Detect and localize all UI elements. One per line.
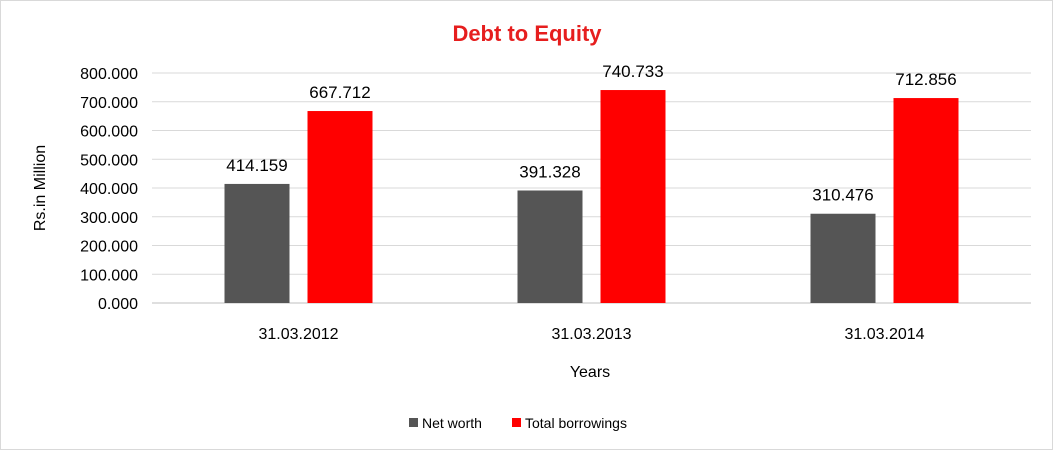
y-tick-label: 0.000 [98, 296, 138, 313]
data-label: 667.712 [309, 83, 370, 102]
x-axis-ticks: 31.03.2012 31.03.2013 31.03.2014 [258, 326, 924, 343]
y-tick-label: 800.000 [80, 66, 138, 83]
bars [224, 90, 959, 304]
legend: Net worth Total borrowings [409, 415, 627, 431]
y-axis-ticks: 0.000 100.000 200.000 300.000 400.000 500.000… [80, 66, 138, 313]
legend-swatch [409, 418, 418, 427]
y-tick-label: 300.000 [80, 210, 138, 227]
y-tick-label: 400.000 [80, 181, 138, 198]
x-tick-label: 31.03.2012 [258, 326, 338, 343]
bar-total-borrowings [893, 98, 959, 304]
bar-net-worth [224, 183, 290, 303]
y-tick-label: 500.000 [80, 152, 138, 169]
legend-swatch [512, 418, 521, 427]
x-axis-title: Years [570, 364, 610, 381]
y-axis-title: Rs.in Million [32, 145, 49, 231]
bar-net-worth [810, 213, 876, 303]
data-labels: 414.159 667.712 391.328 740.733 310.476 712.8… [226, 62, 956, 205]
data-label: 310.476 [812, 186, 873, 205]
bar-total-borrowings [307, 111, 373, 303]
y-tick-label: 100.000 [80, 267, 138, 284]
data-label: 740.733 [602, 62, 663, 81]
legend-label: Total borrowings [525, 415, 627, 431]
x-tick-label: 31.03.2014 [844, 326, 924, 343]
y-tick-label: 600.000 [80, 124, 138, 141]
y-tick-label: 700.000 [80, 95, 138, 112]
bar-net-worth [517, 190, 583, 303]
data-label: 391.328 [519, 162, 580, 181]
legend-label: Net worth [422, 415, 482, 431]
x-tick-label: 31.03.2013 [551, 326, 631, 343]
chart-title: Debt to Equity [452, 21, 602, 46]
y-tick-label: 200.000 [80, 239, 138, 256]
gridlines [152, 72, 1031, 304]
bar-total-borrowings [600, 90, 666, 303]
data-label: 414.159 [226, 156, 287, 175]
data-label: 712.856 [895, 70, 956, 89]
